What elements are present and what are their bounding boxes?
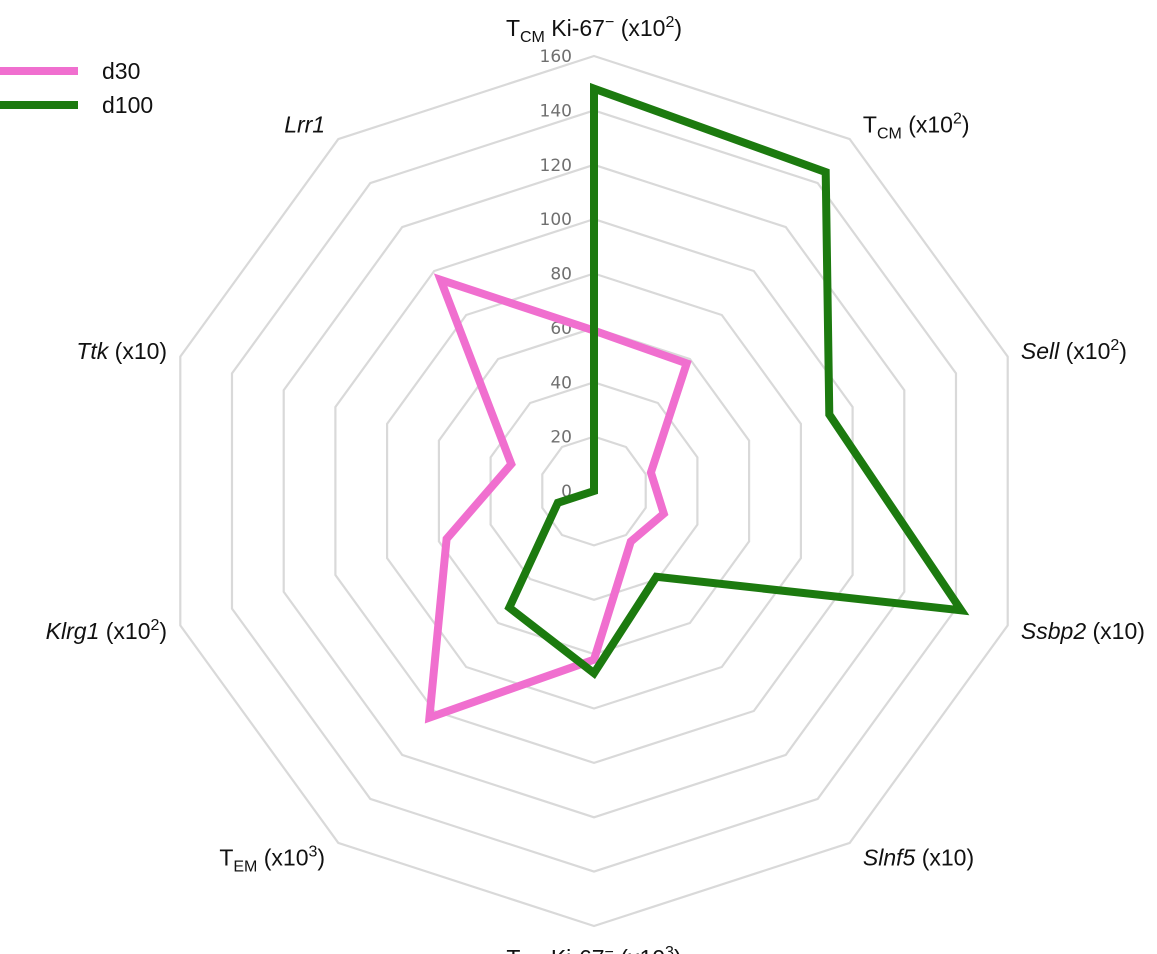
axis-label-part: 3: [665, 944, 674, 954]
grid-ring-160: [179, 54, 1009, 928]
axis-label-part: 2: [1110, 337, 1119, 354]
axis-label-part: 3: [309, 844, 318, 861]
grid-ring-80: [386, 272, 803, 710]
axis-label-part: Ki-67: [545, 15, 605, 41]
axis-label-5: TEM Ki-67− (x103): [506, 944, 681, 954]
tick-label: 80: [550, 265, 572, 285]
legend-label-d100: d100: [102, 92, 153, 118]
grid-ring-100: [334, 217, 854, 765]
axis-label-part: T: [506, 945, 520, 954]
radar-grid: [179, 54, 1009, 928]
legend: d30 d100: [0, 58, 153, 118]
axis-label-part: 2: [953, 111, 962, 128]
axis-label-3: Ssbp2 (x10): [1021, 618, 1145, 644]
axis-label-part: 2: [665, 14, 674, 31]
tick-label: 0: [561, 482, 572, 502]
tick-label: 160: [540, 47, 572, 67]
axis-label-part: Slnf5: [863, 845, 916, 871]
axis-label-part: T: [506, 15, 520, 41]
axis-labels: TCM Ki-67− (x102)TCM (x102)Sell (x102)Ss…: [46, 14, 1145, 954]
axis-label-part: Sell: [1021, 338, 1060, 364]
axis-label-8: Ttk (x10): [76, 338, 167, 364]
axis-label-part: ): [674, 15, 682, 41]
axis-label-part: (x10): [108, 338, 167, 364]
axis-label-part: (x10): [1086, 618, 1145, 644]
axis-label-part: ): [159, 618, 167, 644]
axis-label-9: Lrr1: [284, 112, 325, 138]
axis-label-part: ): [1119, 338, 1127, 364]
axis-label-part: −: [605, 944, 614, 954]
axis-label-part: Ttk: [76, 338, 109, 364]
axis-label-part: ): [674, 945, 682, 954]
axis-label-4: Slnf5 (x10): [863, 845, 974, 871]
axis-label-part: ): [317, 845, 325, 871]
grid-ring-120: [282, 163, 906, 819]
tick-label: 20: [550, 428, 572, 448]
axis-label-part: (x10: [257, 845, 308, 871]
grid-ring-20: [541, 435, 647, 547]
axis-label-part: CM: [877, 126, 902, 143]
axis-label-7: Klrg1 (x102): [46, 617, 167, 644]
tick-label: 120: [540, 156, 572, 176]
axis-label-2: Sell (x102): [1021, 337, 1127, 364]
axis-label-part: Ki-67: [544, 945, 604, 954]
axis-label-part: (x10: [614, 945, 665, 954]
axis-label-part: EM: [233, 859, 257, 876]
axis-label-part: Lrr1: [284, 112, 325, 138]
axis-label-part: −: [605, 14, 614, 31]
tick-label: 140: [540, 101, 572, 121]
axis-label-part: (x10: [1059, 338, 1110, 364]
axis-label-part: T: [863, 112, 877, 138]
axis-label-part: (x10: [902, 112, 953, 138]
series-d100: [504, 82, 970, 680]
axis-label-part: (x10): [915, 845, 974, 871]
series-lines: [424, 82, 970, 724]
legend-label-d30: d30: [102, 58, 140, 84]
grid-ring-140: [230, 109, 958, 873]
axis-label-part: T: [219, 845, 233, 871]
axis-label-0: TCM Ki-67− (x102): [506, 14, 682, 46]
axis-label-1: TCM (x102): [863, 111, 970, 143]
axis-label-part: 2: [151, 617, 160, 634]
axis-label-part: (x10: [99, 618, 150, 644]
axis-label-part: Ssbp2: [1021, 618, 1086, 644]
axis-label-part: (x10: [614, 15, 665, 41]
axis-label-6: TEM (x103): [219, 844, 325, 876]
axis-label-part: CM: [520, 29, 545, 46]
tick-label: 40: [550, 373, 572, 393]
tick-label: 100: [540, 210, 572, 230]
axis-label-part: ): [962, 112, 970, 138]
axis-label-part: Klrg1: [46, 618, 100, 644]
